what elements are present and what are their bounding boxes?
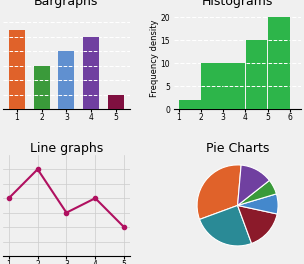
Wedge shape <box>199 205 252 246</box>
Bar <box>108 95 124 109</box>
Bar <box>268 17 290 109</box>
Bar <box>201 63 223 109</box>
Wedge shape <box>237 205 277 243</box>
Title: Pie Charts: Pie Charts <box>206 142 269 155</box>
Y-axis label: Frequency density: Frequency density <box>150 20 159 97</box>
Bar <box>268 63 290 109</box>
Bar <box>246 40 268 109</box>
Title: Histograms: Histograms <box>202 0 273 8</box>
Bar <box>83 37 99 109</box>
Wedge shape <box>237 165 269 205</box>
Wedge shape <box>237 180 276 205</box>
Bar <box>58 51 74 109</box>
Bar <box>179 100 201 109</box>
Bar <box>33 66 50 109</box>
Wedge shape <box>237 194 278 214</box>
Wedge shape <box>197 165 241 219</box>
Title: Line graphs: Line graphs <box>30 142 103 155</box>
Bar <box>9 30 25 109</box>
Bar <box>223 63 245 109</box>
Title: Bargraphs: Bargraphs <box>34 0 98 8</box>
